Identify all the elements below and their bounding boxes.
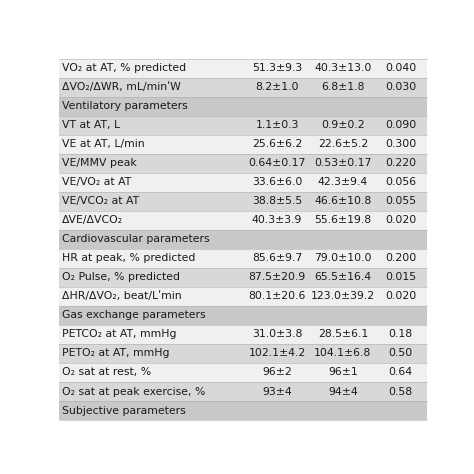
Bar [59, 268, 427, 287]
Text: 80.1±20.6: 80.1±20.6 [248, 292, 306, 301]
Text: 25.6±6.2: 25.6±6.2 [252, 139, 302, 149]
Text: 6.8±1.8: 6.8±1.8 [321, 82, 365, 92]
Bar [59, 59, 427, 78]
Text: 0.030: 0.030 [385, 82, 416, 92]
Text: 55.6±19.8: 55.6±19.8 [314, 215, 372, 225]
Text: 65.5±16.4: 65.5±16.4 [314, 273, 372, 283]
Text: 79.0±10.0: 79.0±10.0 [314, 254, 372, 264]
Text: O₂ sat at rest, %: O₂ sat at rest, % [62, 367, 151, 377]
Text: 85.6±9.7: 85.6±9.7 [252, 254, 302, 264]
Text: HR at peak, % predicted: HR at peak, % predicted [62, 254, 196, 264]
Text: ΔHR/ΔVO₂, beat/Lʹmin: ΔHR/ΔVO₂, beat/Lʹmin [62, 292, 182, 301]
Text: VE/MMV peak: VE/MMV peak [62, 158, 137, 168]
Text: VE at AT, L/min: VE at AT, L/min [62, 139, 145, 149]
Text: ΔVO₂/ΔWR, mL/minʹW: ΔVO₂/ΔWR, mL/minʹW [62, 82, 181, 92]
Text: O₂ sat at peak exercise, %: O₂ sat at peak exercise, % [62, 386, 206, 397]
Text: 42.3±9.4: 42.3±9.4 [318, 177, 368, 187]
Text: 8.2±1.0: 8.2±1.0 [255, 82, 299, 92]
Text: 0.200: 0.200 [385, 254, 416, 264]
Text: 40.3±13.0: 40.3±13.0 [314, 63, 372, 73]
Bar [59, 249, 427, 268]
Bar [59, 192, 427, 211]
Text: PETO₂ at AT, mmHg: PETO₂ at AT, mmHg [62, 348, 170, 358]
Text: Cardiovascular parameters: Cardiovascular parameters [62, 234, 210, 245]
Text: 104.1±6.8: 104.1±6.8 [314, 348, 372, 358]
Text: 0.300: 0.300 [385, 139, 416, 149]
Bar [59, 78, 427, 97]
Text: VO₂ at AT, % predicted: VO₂ at AT, % predicted [62, 63, 186, 73]
Text: 87.5±20.9: 87.5±20.9 [248, 273, 306, 283]
Text: 22.6±5.2: 22.6±5.2 [318, 139, 368, 149]
Text: 93±4: 93±4 [262, 386, 292, 397]
Text: 0.015: 0.015 [385, 273, 416, 283]
Text: 96±1: 96±1 [328, 367, 358, 377]
Bar [59, 154, 427, 173]
Text: 123.0±39.2: 123.0±39.2 [311, 292, 375, 301]
Text: 0.090: 0.090 [385, 120, 416, 130]
Bar [59, 306, 427, 325]
Text: VE/VO₂ at AT: VE/VO₂ at AT [62, 177, 131, 187]
Text: 1.1±0.3: 1.1±0.3 [255, 120, 299, 130]
Bar [59, 363, 427, 382]
Bar [59, 344, 427, 363]
Text: PETCO₂ at AT, mmHg: PETCO₂ at AT, mmHg [62, 329, 177, 339]
Bar [59, 97, 427, 116]
Text: 0.9±0.2: 0.9±0.2 [321, 120, 365, 130]
Bar [59, 325, 427, 344]
Bar [59, 135, 427, 154]
Bar [59, 230, 427, 249]
Text: Subjective parameters: Subjective parameters [62, 406, 186, 416]
Text: 31.0±3.8: 31.0±3.8 [252, 329, 302, 339]
Bar [59, 116, 427, 135]
Bar [59, 401, 427, 420]
Bar [59, 287, 427, 306]
Text: 33.6±6.0: 33.6±6.0 [252, 177, 302, 187]
Text: 94±4: 94±4 [328, 386, 358, 397]
Text: VE/VCO₂ at AT: VE/VCO₂ at AT [62, 196, 139, 206]
Text: VT at AT, L: VT at AT, L [62, 120, 120, 130]
Text: 0.18: 0.18 [389, 329, 412, 339]
Text: 0.53±0.17: 0.53±0.17 [314, 158, 372, 168]
Text: 0.220: 0.220 [385, 158, 416, 168]
Text: 0.58: 0.58 [389, 386, 412, 397]
Text: O₂ Pulse, % predicted: O₂ Pulse, % predicted [62, 273, 180, 283]
Text: 0.056: 0.056 [385, 177, 416, 187]
Text: 0.040: 0.040 [385, 63, 416, 73]
Text: 38.8±5.5: 38.8±5.5 [252, 196, 302, 206]
Bar [59, 173, 427, 192]
Text: 0.020: 0.020 [385, 215, 416, 225]
Text: 28.5±6.1: 28.5±6.1 [318, 329, 368, 339]
Text: ΔVE/ΔVCO₂: ΔVE/ΔVCO₂ [62, 215, 123, 225]
Text: Gas exchange parameters: Gas exchange parameters [62, 310, 206, 320]
Text: 102.1±4.2: 102.1±4.2 [248, 348, 306, 358]
Text: 40.3±3.9: 40.3±3.9 [252, 215, 302, 225]
Text: 46.6±10.8: 46.6±10.8 [314, 196, 372, 206]
Text: 0.64±0.17: 0.64±0.17 [248, 158, 306, 168]
Text: 0.020: 0.020 [385, 292, 416, 301]
Text: 0.055: 0.055 [385, 196, 416, 206]
Text: 0.64: 0.64 [389, 367, 412, 377]
Text: 96±2: 96±2 [262, 367, 292, 377]
Text: 51.3±9.3: 51.3±9.3 [252, 63, 302, 73]
Text: 0.50: 0.50 [388, 348, 413, 358]
Bar [59, 382, 427, 401]
Text: Ventilatory parameters: Ventilatory parameters [62, 101, 188, 111]
Bar [59, 211, 427, 230]
